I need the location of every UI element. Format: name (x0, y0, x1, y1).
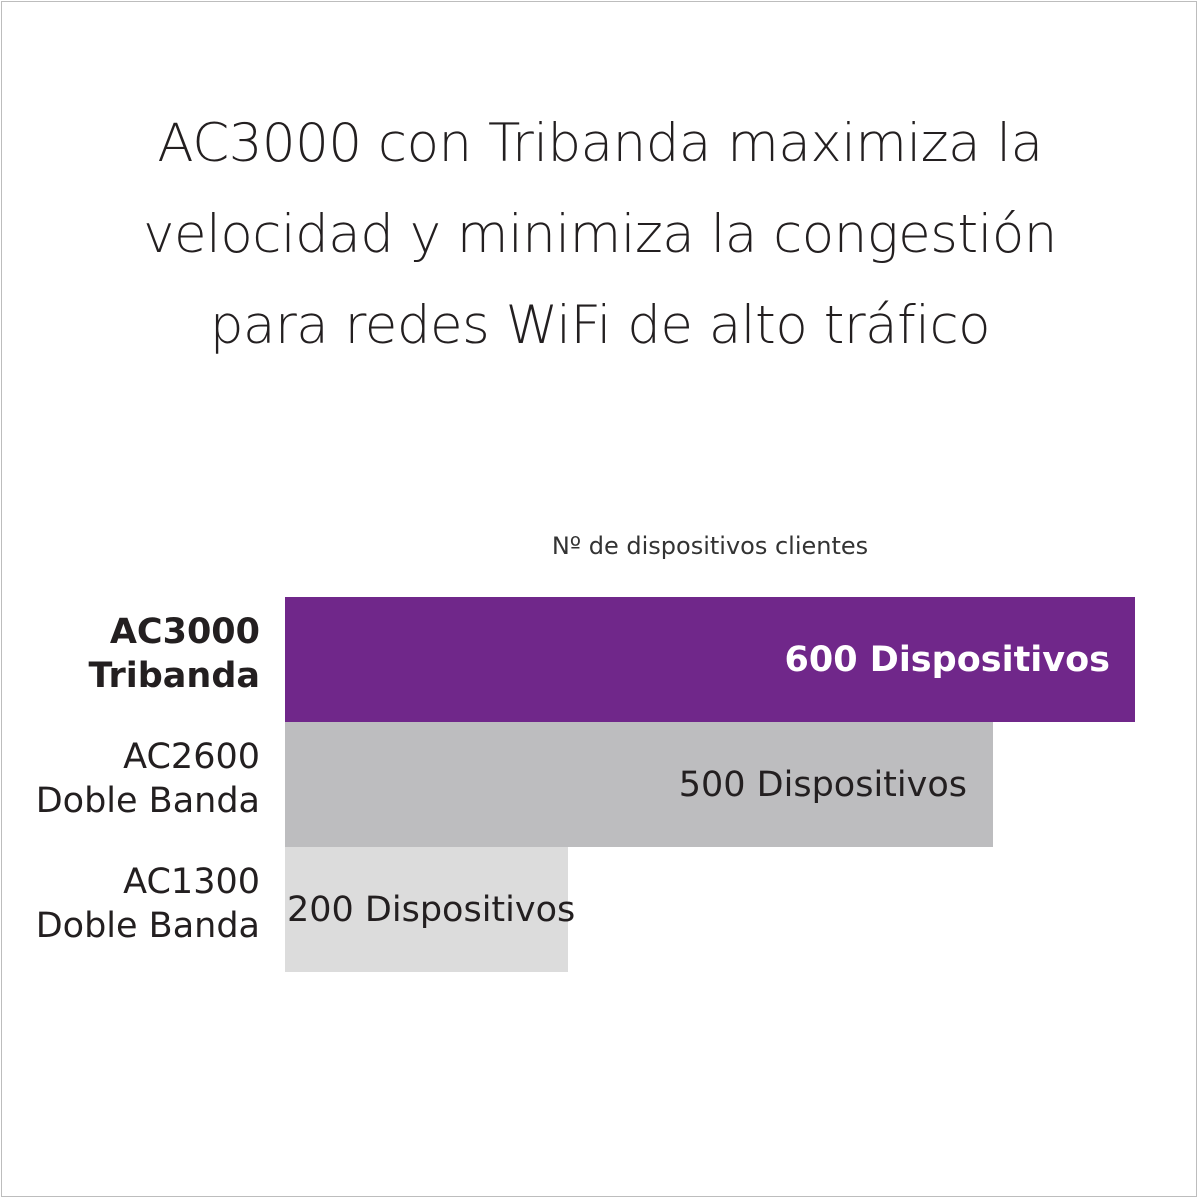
title-line-3: para redes WiFi de alto tráfico (209, 295, 991, 356)
bar-value-label: 500 Dispositivos (678, 764, 967, 805)
category-label-line-1: AC3000 (109, 612, 260, 652)
category-label-line-1: AC1300 (123, 862, 260, 902)
axis-caption: Nº de dispositivos clientes (551, 532, 869, 560)
category-label: AC1300 Doble Banda (20, 860, 260, 948)
category-label-line-1: AC2600 (123, 737, 260, 777)
category-label-line-2: Doble Banda (35, 906, 260, 946)
bar-value-label: 200 Dispositivos (287, 889, 576, 930)
bar-value-label: 600 Dispositivos (784, 639, 1110, 680)
category-label-line-2: Tribanda (88, 656, 260, 696)
bar: 200 Dispositivos (285, 847, 575, 972)
category-label: AC3000 Tribanda (20, 610, 260, 698)
chart-title: AC3000 con Tribanda maximiza la velocida… (0, 98, 1200, 371)
category-label: AC2600 Doble Banda (20, 735, 260, 823)
title-line-1: AC3000 con Tribanda maximiza la (157, 113, 1043, 174)
category-label-line-2: Doble Banda (35, 781, 260, 821)
title-line-2: velocidad y minimiza la congestión (143, 204, 1057, 265)
bar: 500 Dispositivos (285, 722, 993, 847)
bar: 600 Dispositivos (285, 597, 1135, 722)
